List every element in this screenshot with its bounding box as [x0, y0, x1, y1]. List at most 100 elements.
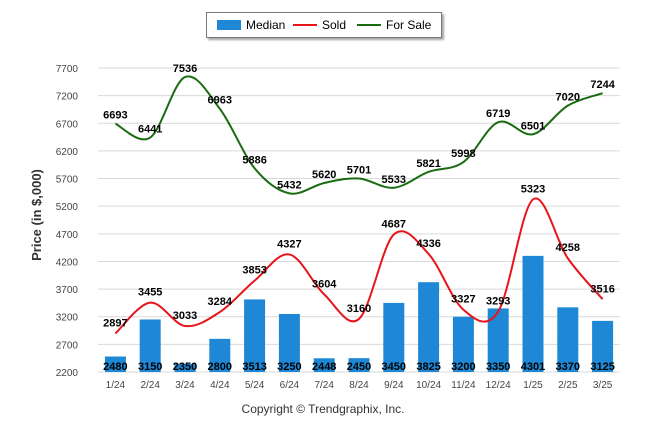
- for-sale-data-label: 5821: [416, 158, 440, 170]
- x-tick-label: 9/24: [384, 380, 404, 391]
- y-tick-label: 2200: [56, 368, 79, 379]
- for-sale-data-label: 5620: [312, 169, 336, 181]
- median-data-label: 3200: [451, 361, 475, 373]
- legend-swatch-for-sale: [357, 24, 381, 26]
- median-bar: [418, 282, 440, 372]
- sold-data-label: 5323: [521, 183, 545, 195]
- y-tick-label: 3200: [56, 313, 79, 324]
- median-data-label: 3825: [416, 361, 440, 373]
- median-bar: [592, 320, 614, 372]
- median-data-label: 2450: [347, 361, 371, 373]
- y-tick-label: 5700: [56, 175, 79, 186]
- for-sale-data-label: 5886: [242, 154, 266, 166]
- y-tick-label: 5200: [56, 202, 79, 213]
- legend-item-sold: Sold: [293, 13, 346, 37]
- median-bar: [244, 299, 266, 372]
- for-sale-data-label: 6441: [138, 124, 162, 136]
- legend-label-for-sale: For Sale: [386, 18, 432, 32]
- x-axis-ticks: 1/24 2/24 3/24 4/24 5/24 6/24 7/24 8/24 9/24 10/2…: [106, 380, 613, 391]
- y-axis-label: Price (in $,000): [29, 169, 44, 261]
- sold-data-label: 3033: [173, 310, 197, 322]
- legend-swatch-median: [217, 20, 241, 30]
- data-labels: 6693 6441 7536 6963 5886 5432 5620 5701 5533 5821…: [103, 63, 616, 373]
- legend-item-for-sale: For Sale: [357, 13, 431, 37]
- for-sale-data-label: 6693: [103, 110, 127, 122]
- copyright-text: Copyright © Trendgraphix, Inc.: [241, 402, 405, 416]
- sold-data-label: 3516: [590, 283, 614, 295]
- median-data-label: 2800: [208, 361, 232, 373]
- sold-data-label: 4687: [382, 219, 406, 231]
- median-data-label: 2480: [103, 361, 127, 373]
- sold-data-label: 3455: [138, 287, 162, 299]
- y-axis-ticks: 2200 2700 3200 3700 4200 4700 5200 5700 6200 6700…: [56, 64, 79, 379]
- median-bar: [104, 356, 126, 372]
- y-tick-label: 7200: [56, 92, 79, 103]
- median-data-label: 3250: [277, 361, 301, 373]
- x-tick-label: 6/24: [280, 380, 300, 391]
- for-sale-data-label: 5533: [382, 174, 406, 186]
- sold-data-label: 3853: [242, 265, 266, 277]
- median-bars: [104, 255, 614, 372]
- sold-data-label: 4258: [556, 242, 580, 254]
- median-bar: [313, 358, 335, 372]
- median-data-label: 3370: [556, 361, 580, 373]
- x-tick-label: 2/24: [140, 380, 160, 391]
- x-tick-label: 10/24: [416, 380, 441, 391]
- median-bar: [487, 308, 509, 372]
- for-sale-data-label: 7244: [590, 79, 615, 91]
- sold-line: [114, 197, 604, 335]
- y-tick-label: 6200: [56, 147, 79, 158]
- legend-swatch-sold: [293, 24, 317, 26]
- for-sale-line: [114, 75, 603, 195]
- for-sale-data-label: 7536: [173, 63, 197, 75]
- legend: Median Sold For Sale: [206, 12, 442, 38]
- median-bar: [278, 313, 300, 372]
- median-bar: [383, 302, 405, 372]
- median-bar: [522, 255, 544, 372]
- median-data-label: 3450: [382, 361, 406, 373]
- median-bar: [139, 319, 161, 372]
- x-tick-label: 8/24: [349, 380, 369, 391]
- for-sale-data-label: 5998: [451, 148, 475, 160]
- for-sale-data-label: 5432: [277, 179, 301, 191]
- x-tick-label: 5/24: [245, 380, 265, 391]
- x-tick-label: 11/24: [451, 380, 476, 391]
- x-tick-label: 7/24: [314, 380, 334, 391]
- y-tick-label: 6700: [56, 119, 79, 130]
- x-tick-label: 12/24: [486, 380, 511, 391]
- median-bar: [452, 316, 474, 372]
- sold-data-label: 3284: [208, 296, 233, 308]
- series-lines: [114, 75, 604, 335]
- x-tick-label: 3/25: [593, 380, 613, 391]
- legend-label-median: Median: [246, 18, 286, 32]
- sold-data-label: 3604: [312, 278, 337, 290]
- median-data-label: 2350: [173, 361, 197, 373]
- for-sale-data-label: 7020: [556, 92, 580, 104]
- for-sale-data-label: 5701: [347, 164, 371, 176]
- y-tick-label: 7700: [56, 64, 79, 75]
- x-tick-label: 3/24: [175, 380, 195, 391]
- median-data-label: 3513: [242, 361, 266, 373]
- median-data-label: 2448: [312, 361, 336, 373]
- sold-data-label: 2897: [103, 317, 127, 329]
- median-bar: [174, 363, 196, 372]
- y-tick-label: 4200: [56, 257, 79, 268]
- grid-lines: [98, 67, 620, 373]
- y-tick-label: 2700: [56, 340, 79, 351]
- x-tick-label: 1/25: [523, 380, 543, 391]
- sold-data-label: 4336: [416, 238, 440, 250]
- median-data-label: 4301: [521, 361, 545, 373]
- for-sale-data-label: 6501: [521, 120, 545, 132]
- x-tick-label: 2/25: [558, 380, 578, 391]
- median-bar: [557, 307, 579, 372]
- median-data-label: 3350: [486, 361, 510, 373]
- median-bar: [209, 338, 231, 372]
- for-sale-data-label: 6963: [208, 95, 232, 107]
- median-data-label: 3125: [590, 361, 614, 373]
- median-data-label: 3150: [138, 361, 162, 373]
- legend-label-sold: Sold: [322, 18, 347, 32]
- for-sale-data-label: 6719: [486, 108, 510, 120]
- sold-data-label: 4327: [277, 238, 301, 250]
- sold-data-label: 3160: [347, 303, 371, 315]
- x-tick-label: 1/24: [106, 380, 126, 391]
